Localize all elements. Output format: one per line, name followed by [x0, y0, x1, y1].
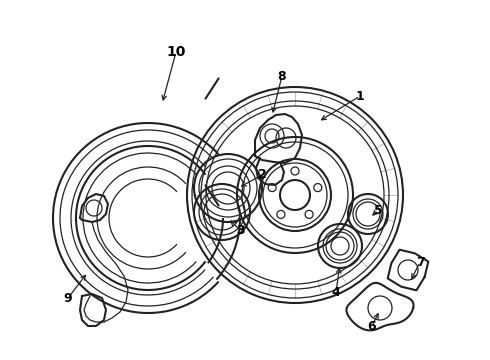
Text: 1: 1 — [356, 90, 365, 103]
Text: 6: 6 — [368, 320, 376, 333]
Text: 5: 5 — [374, 203, 382, 216]
Text: 7: 7 — [416, 256, 424, 269]
Text: 2: 2 — [258, 168, 267, 181]
Text: 4: 4 — [332, 285, 341, 298]
Text: 10: 10 — [166, 45, 186, 59]
Text: 9: 9 — [64, 292, 73, 305]
Text: 3: 3 — [236, 224, 245, 237]
Text: 8: 8 — [278, 69, 286, 82]
